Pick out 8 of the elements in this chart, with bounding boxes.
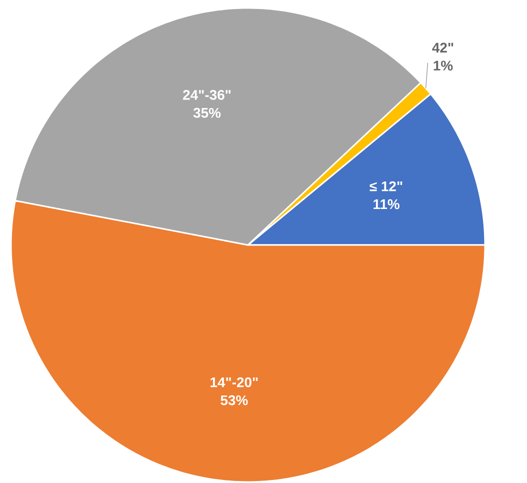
slice-label: 24"-36" [183, 90, 231, 100]
data-label: 1% [434, 60, 453, 71]
data-label: 35% [193, 108, 221, 118]
slice-label: ≤ 12" [370, 181, 402, 192]
data-label: 53% [220, 395, 248, 406]
data-label: 11% [374, 199, 400, 210]
slice-label: 42" [432, 42, 454, 53]
slice-label: 14"-20" [210, 377, 258, 388]
